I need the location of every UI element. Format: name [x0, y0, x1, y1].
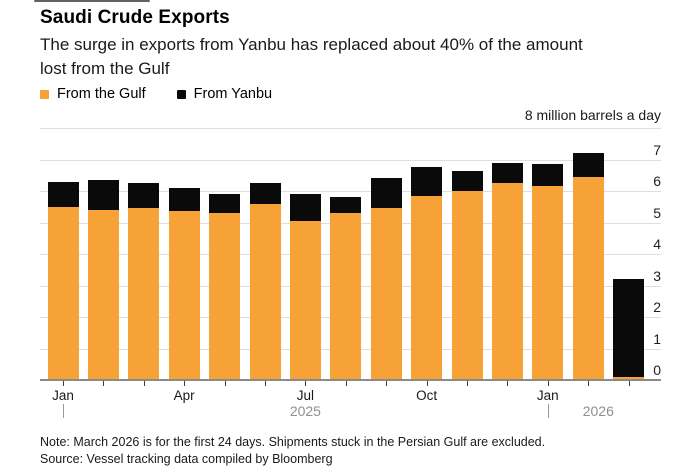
x-axis-month-label-jan-12: Jan: [536, 388, 559, 403]
x-axis-month-label-jul-6: Jul: [296, 388, 315, 403]
gulf-bar-aug-2025: [330, 213, 362, 380]
yanbu-bar-jan-2025: [47, 181, 79, 207]
gulf-bar-mar-2026: [613, 376, 645, 380]
x-axis-tick-1: [103, 381, 105, 386]
legend-item-yanbu: From Yanbu: [176, 86, 273, 102]
x-axis-tick-11: [507, 381, 509, 386]
x-axis-month-label-apr-3: Apr: [173, 388, 195, 403]
yanbu-bar-nov-2025: [451, 170, 483, 191]
clipped-top-content-artifact: [34, 0, 150, 2]
gulf-bar-mar-2025: [128, 208, 160, 380]
legend-label-gulf: From the Gulf: [57, 86, 146, 102]
yanbu-bar-mar-2026: [613, 279, 645, 377]
x-axis-tick-5: [265, 381, 266, 386]
chart-subtitle-line2: lost from the Gulf: [40, 59, 170, 78]
yanbu-bar-sep-2025: [370, 178, 402, 209]
y-tick-label-5: 5: [653, 204, 661, 221]
yanbu-bar-dec-2025: [491, 162, 523, 184]
x-axis-year-label-2025: 2025: [289, 403, 321, 419]
gridline-2: [40, 317, 661, 318]
x-axis-tick-14: [628, 381, 630, 386]
gridline-5: [40, 222, 661, 224]
x-axis-tick-2: [143, 381, 145, 386]
x-axis-tick-13: [588, 381, 590, 386]
yanbu-bar-jul-2025: [289, 194, 321, 221]
yanbu-bar-jan-2026: [532, 164, 564, 187]
gridline-1: [40, 348, 661, 350]
gridline-8: [40, 128, 661, 129]
yanbu-bar-feb-2025: [87, 179, 119, 210]
x-axis-tick-12: [547, 381, 549, 386]
x-axis-tick-9: [426, 381, 428, 386]
x-axis-tick-4: [224, 381, 226, 386]
chart-title: Saudi Crude Exports: [40, 7, 230, 28]
x-axis-tick-7: [345, 381, 347, 386]
gulf-bar-dec-2025: [491, 183, 523, 380]
legend-item-gulf: From the Gulf: [40, 86, 146, 102]
gridline-6: [40, 191, 661, 192]
x-axis-tick-0: [63, 381, 64, 386]
gulf-series-swatch-icon: [40, 89, 49, 99]
gulf-bar-apr-2025: [168, 211, 200, 380]
gridline-3: [40, 285, 661, 287]
yanbu-bar-aug-2025: [330, 197, 362, 214]
gulf-bar-sep-2025: [370, 208, 402, 380]
x-axis-tick-10: [467, 381, 468, 386]
year-start-tick-2025: [63, 404, 64, 418]
gulf-bar-jan-2026: [532, 186, 564, 380]
gulf-bar-jul-2025: [289, 220, 321, 380]
x-axis-tick-3: [184, 381, 186, 386]
x-axis-line: [40, 379, 661, 381]
y-tick-label-2: 2: [653, 299, 661, 315]
gulf-bar-feb-2026: [572, 176, 604, 380]
y-tick-label-3: 3: [653, 267, 661, 284]
y-tick-label-6: 6: [653, 173, 661, 189]
gridline-7: [40, 159, 661, 161]
y-tick-label-4: 4: [653, 236, 661, 252]
yanbu-bar-mar-2025: [128, 183, 160, 209]
x-axis-year-label-2026: 2026: [582, 403, 614, 419]
y-axis-unit-label: 8 million barrels a day: [524, 107, 661, 123]
chart-legend: From the Gulf From Yanbu: [40, 86, 272, 102]
gulf-bar-nov-2025: [451, 191, 483, 380]
year-start-tick-2026: [547, 404, 549, 418]
y-tick-label-1: 1: [653, 330, 661, 347]
x-axis-tick-8: [386, 381, 388, 386]
gulf-bar-may-2025: [209, 213, 241, 380]
x-axis-month-label-jan-0: Jan: [52, 388, 74, 403]
y-tick-label-0: 0: [653, 362, 661, 378]
chart-subtitle: The surge in exports from Yanbu has repl…: [40, 33, 670, 81]
y-tick-label-7: 7: [653, 141, 661, 158]
gulf-bar-jan-2025: [47, 206, 79, 380]
x-axis-tick-6: [305, 381, 307, 386]
legend-label-yanbu: From Yanbu: [193, 86, 273, 102]
yanbu-bar-jun-2025: [249, 183, 281, 204]
gulf-bar-jun-2025: [249, 203, 281, 380]
chart-subtitle-line1: The surge in exports from Yanbu has repl…: [40, 35, 583, 54]
footer-source: Source: Vessel tracking data compiled by…: [40, 451, 333, 466]
gridline-4: [40, 254, 661, 255]
yanbu-bar-oct-2025: [411, 167, 443, 196]
yanbu-bar-may-2025: [209, 194, 241, 214]
yanbu-bar-feb-2026: [572, 153, 604, 177]
x-axis-month-label-oct-9: Oct: [416, 388, 438, 403]
footer-note: Note: March 2026 is for the first 24 day…: [40, 435, 546, 449]
yanbu-series-swatch-icon: [176, 89, 186, 99]
yanbu-bar-apr-2025: [168, 187, 200, 212]
gulf-bar-feb-2025: [87, 209, 119, 380]
gulf-bar-oct-2025: [411, 195, 443, 380]
chart-footer: Note: March 2026 is for the first 24 day…: [40, 434, 670, 467]
